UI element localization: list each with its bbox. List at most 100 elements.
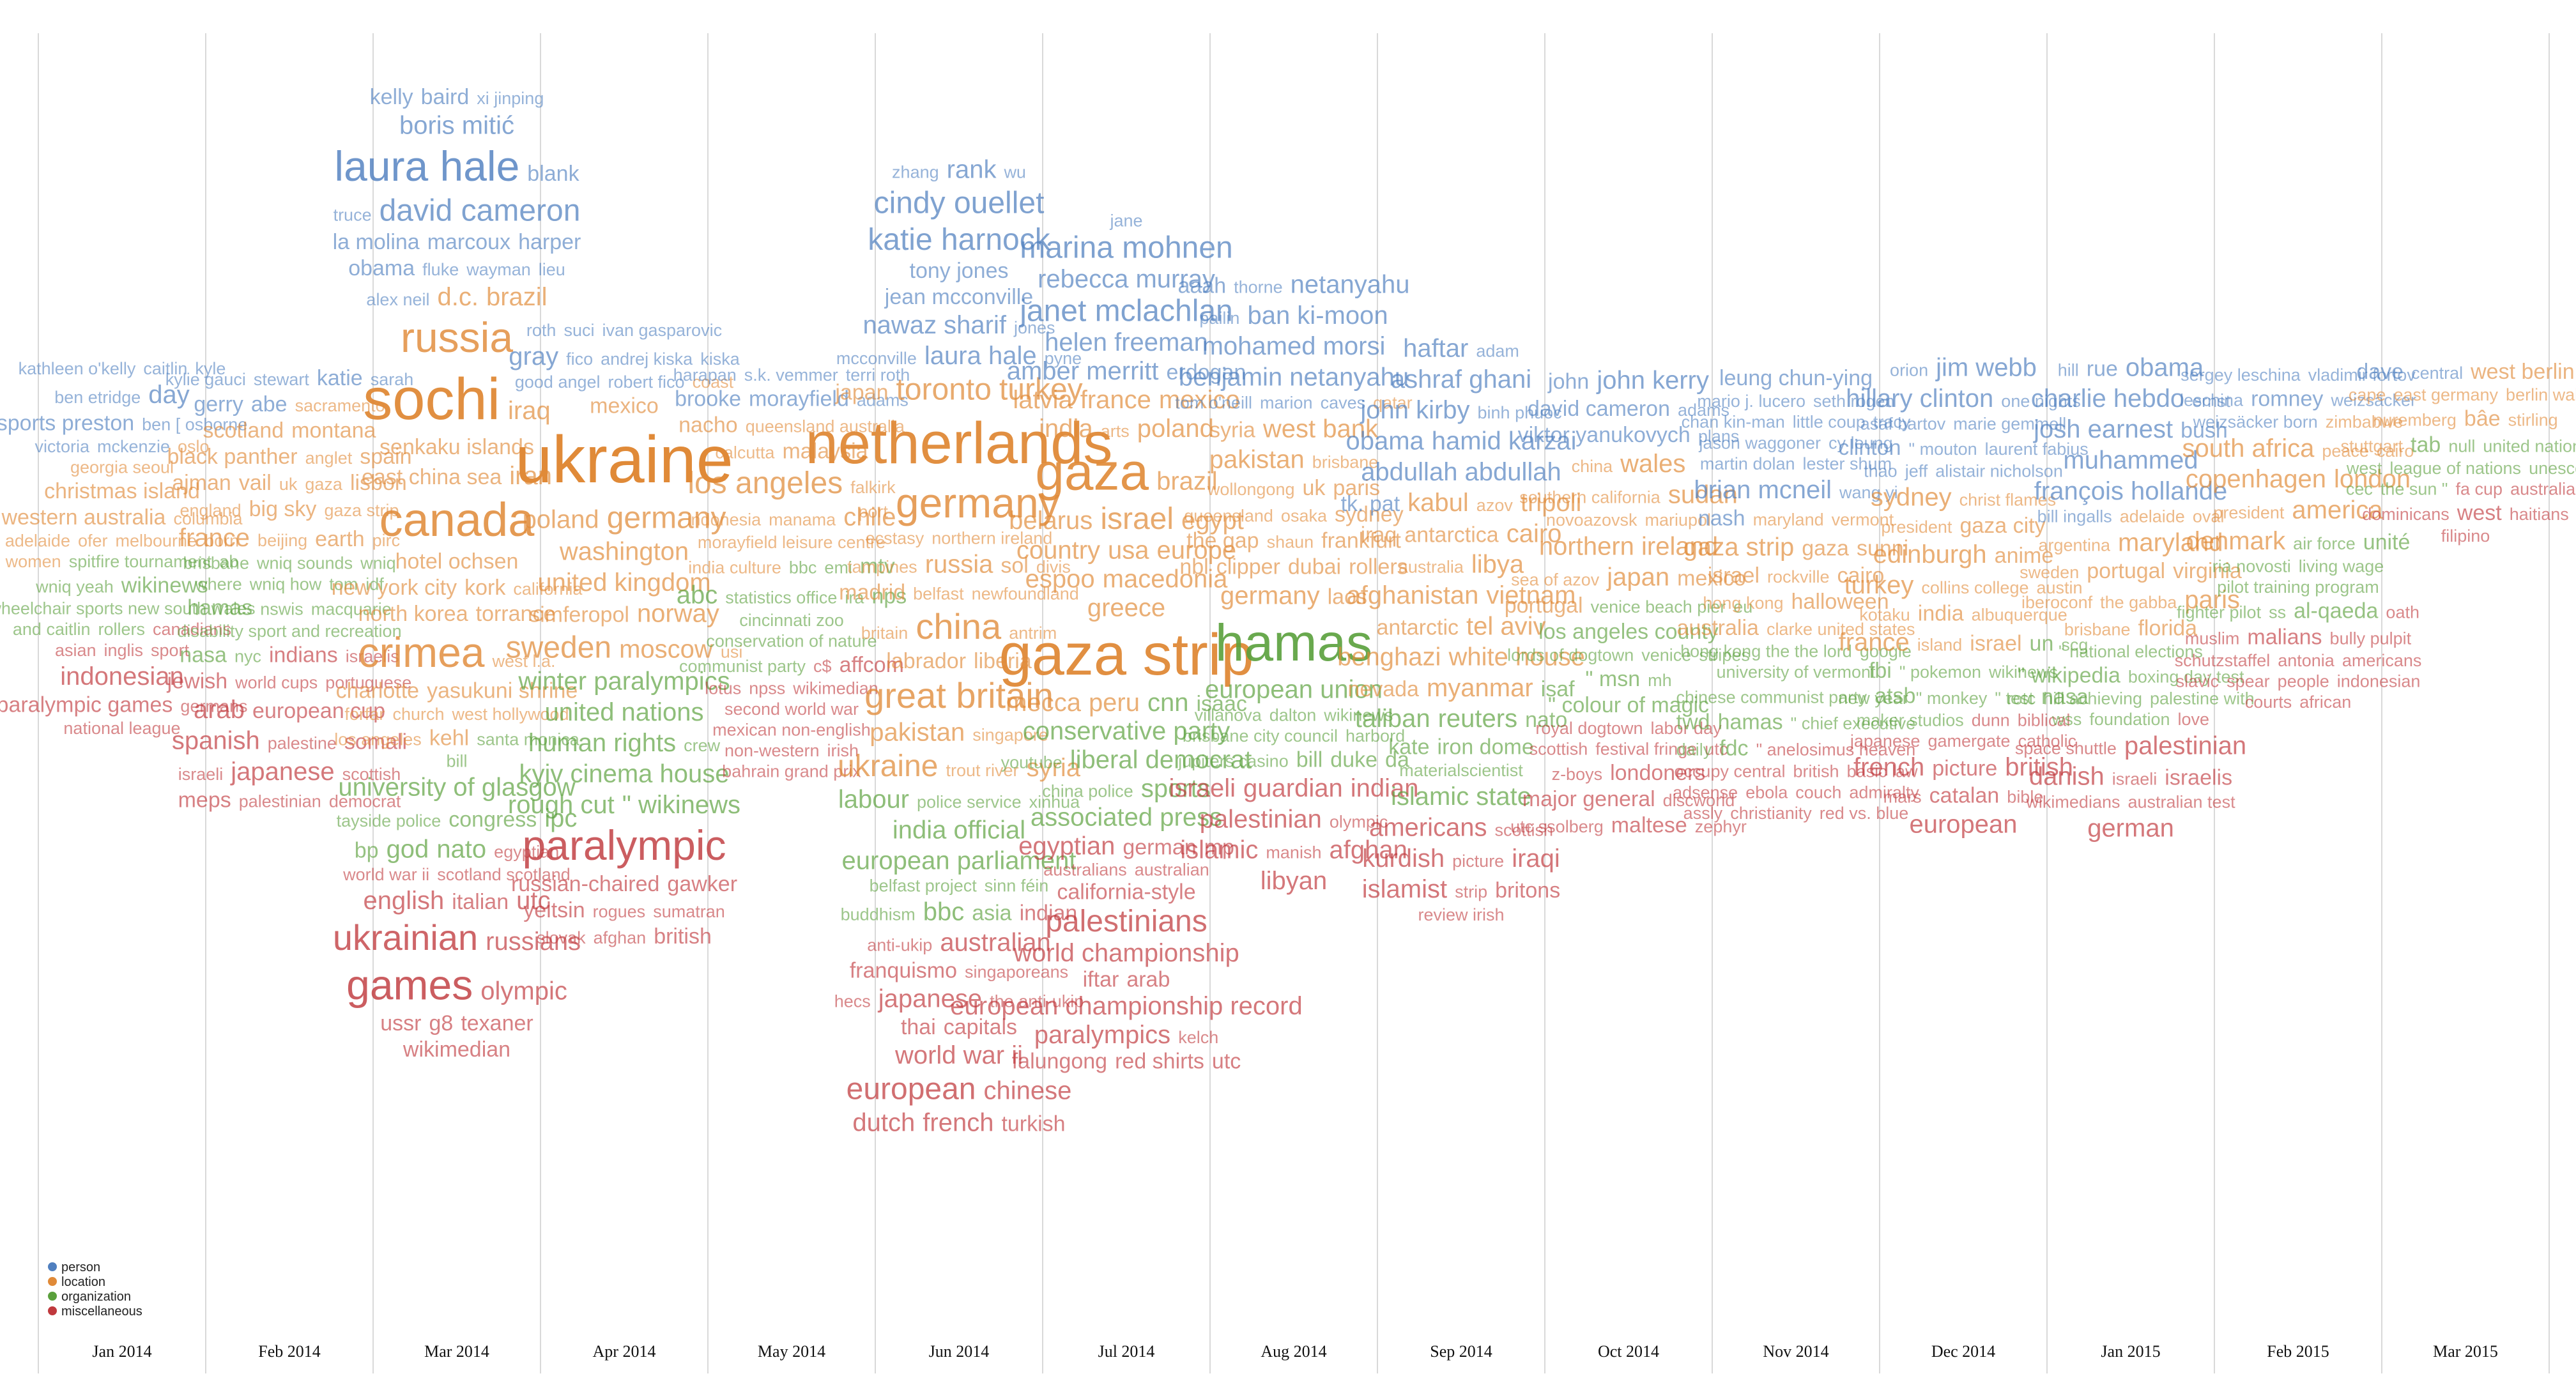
word-location: china [1572,457,1614,476]
word-miscellaneous: british [654,924,712,949]
word-location: turkey [1844,571,1913,599]
word-organization: university of vermont [1716,662,1876,682]
word-location: morayfield leisure centre [698,533,885,552]
word-organization: winter paralympics [518,668,730,696]
word-miscellaneous: scotland scotland [437,865,571,884]
word-miscellaneous: wikimedian [402,1037,510,1062]
word-miscellaneous: americans [1369,813,1487,841]
word-location: nevada [1347,677,1419,701]
word-location: syria [1209,418,1255,442]
word-organization: air force [2293,534,2356,553]
word-location: beijing [257,531,307,550]
word-miscellaneous: catalan [1929,784,2000,808]
word-person: caves [1321,393,1366,412]
word-organization: sinn féin [985,876,1049,896]
word-organization: wniq sounds [256,554,353,573]
word-location: germany [607,501,726,535]
word-person: baird [421,85,470,109]
word-organization: conservation of nature [706,632,877,651]
word-person: robert fico [608,372,685,392]
word-organization: communist party [679,657,806,676]
word-miscellaneous: danish [2029,763,2104,791]
word-organization: india official [893,816,1025,845]
word-organization: hamas [1718,710,1783,734]
word-organization: police service [917,793,1022,812]
word-stream: kathleen o'kelly caitlin kyle ben etridge da… [0,85,2576,1137]
word-miscellaneous: bahrain grand prix [722,762,861,781]
word-location: northern ireland [1539,532,1718,560]
word-miscellaneous: royal dogtown [1535,719,1643,738]
word-location: mexico [1159,386,1240,414]
word-location: iberoconf [2021,593,2093,612]
word-person: abdullah abdullah [1361,458,1561,486]
word-person: hillary clinton [1846,385,1993,413]
word-organization: palestine with [2150,689,2255,708]
word-miscellaneous: world war ii [342,865,429,884]
word-organization: lords of dogtown [1507,645,1634,664]
word-location: indonesia [687,510,762,529]
word-location: denmark [2186,527,2287,555]
word-person: rank [947,155,997,183]
word-location: brisbane [1312,453,1379,472]
word-location: wales [1620,450,1685,478]
word-organization: reuters [1438,705,1518,733]
word-organization: unesco [2529,459,2576,478]
word-location: the gabba [2100,593,2177,612]
word-miscellaneous: european championship record [950,992,1302,1020]
word-location: white house [1448,643,1584,671]
word-person: thorne [1234,278,1283,297]
word-miscellaneous: utc [1705,740,1728,759]
word-organization: liberal democrat [1070,746,1252,774]
word-location: pakistan [870,718,965,746]
word-miscellaneous: kurdish [1362,845,1445,873]
word-organization: venice beach pier [1591,597,1726,616]
word-person: françois hollande [2034,477,2227,505]
word-organization: materialscientist [1399,761,1523,780]
word-miscellaneous: mexican non-english [712,721,871,740]
word-organization: al-qaeda [2294,599,2378,623]
word-organization: cincinnati zoo [739,611,844,630]
word-organization: isaf [1541,677,1575,701]
word-miscellaneous: malians [2247,625,2322,650]
word-person: orion [1890,361,1928,380]
word-miscellaneous: londoners [1610,761,1705,785]
word-miscellaneous: mars [1883,788,1922,807]
word-organization: pilot training program [2217,577,2379,597]
word-location: south africa [2182,434,2315,462]
word-person: kathleen o'kelly [19,359,136,378]
word-organization: fbi [1869,659,1892,683]
word-miscellaneous: americans [2342,651,2422,670]
word-miscellaneous: sport [151,641,190,660]
word-organization: daily [1676,740,1712,759]
word-organization: wniq [360,554,396,573]
word-location: azov [1476,496,1514,515]
word-miscellaneous: antonia [2278,651,2335,670]
word-organization: tayside police [337,811,441,830]
word-miscellaneous: japanese [878,985,982,1013]
word-person: muhammed [2063,447,2198,475]
word-miscellaneous: english [364,887,445,915]
word-person: david cameron [1528,397,1670,421]
word-organization: cec [2346,479,2373,498]
word-location: edinburgh [1873,540,1987,569]
word-miscellaneous: games [346,961,473,1008]
word-miscellaneous: arab [194,696,245,724]
word-organization: " wikinews [622,791,740,819]
word-miscellaneous: capitals [944,1015,1017,1039]
word-person: blank [527,162,579,186]
word-location: netherlands [806,411,1113,476]
word-person: obama [348,256,415,280]
word-miscellaneous: utc [516,887,550,915]
word-location: france [1839,629,1910,657]
word-location: usi [721,642,743,661]
word-miscellaneous: british [2005,753,2073,781]
word-location: d.c. [437,283,478,311]
word-location: sol [1000,553,1028,577]
word-organization: living wage [2299,557,2384,576]
word-location: brisbane [2064,620,2131,639]
word-location: oval [2193,507,2225,526]
word-location: yasukuni shrine [427,679,578,703]
word-organization: isaac [1197,692,1247,716]
word-miscellaneous: lotus [705,678,741,698]
word-person: adams [1678,401,1729,420]
